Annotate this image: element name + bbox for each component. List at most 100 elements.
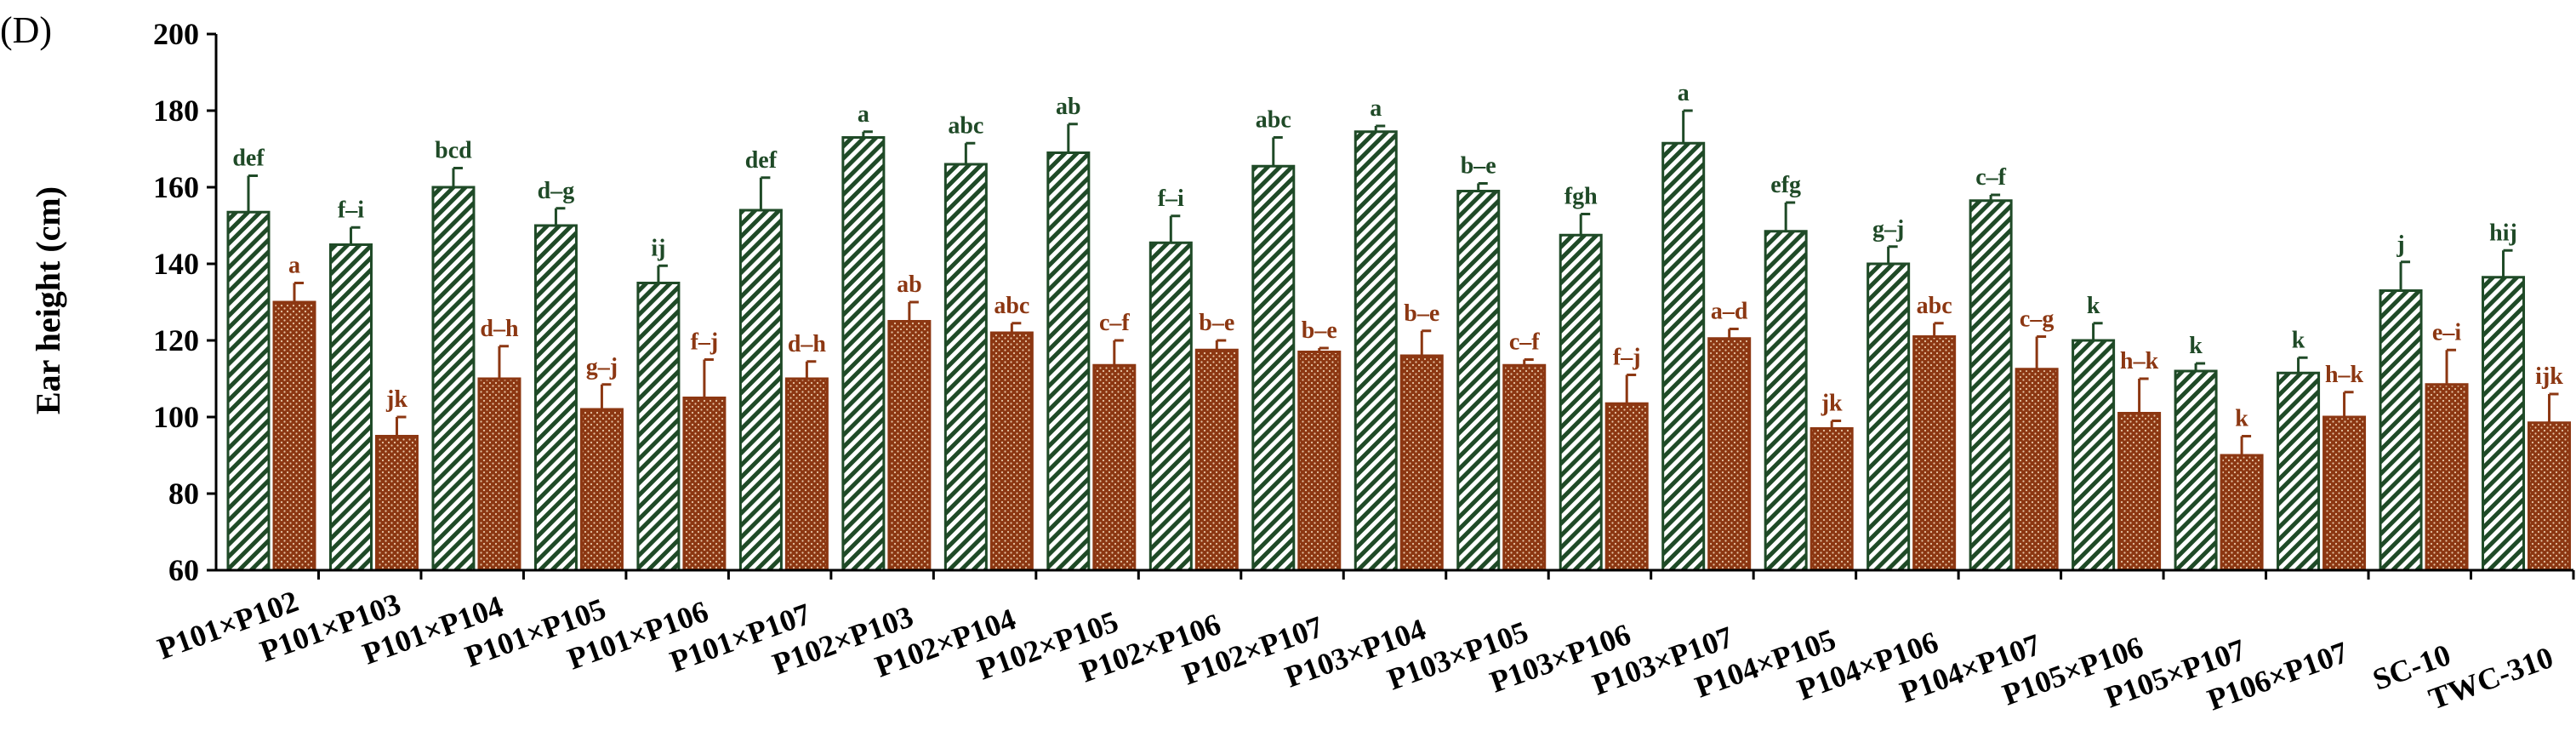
bar-a-21 (2379, 289, 2423, 572)
bar-b-22 (2528, 421, 2572, 572)
significance-letter-b-8: c–f (1099, 310, 1130, 336)
error-bar-b-22 (2548, 392, 2559, 423)
bar-b-16 (1912, 335, 1957, 572)
bar-a-3 (533, 224, 578, 572)
significance-letter-b-22: ijk (2535, 363, 2563, 390)
error-bar-b-16 (1933, 322, 1944, 337)
significance-letter-a-6: a (858, 101, 869, 128)
bar-b-11 (1399, 354, 1444, 572)
y-tick-label: 100 (153, 400, 199, 434)
error-bar-a-18 (2092, 322, 2103, 340)
bar-b-2 (477, 377, 521, 572)
y-tick-label: 80 (168, 477, 199, 511)
y-tick-label: 140 (153, 247, 199, 281)
significance-letter-b-5: d–h (788, 331, 827, 357)
error-bar-a-6 (862, 130, 873, 138)
error-bar-a-21 (2399, 260, 2411, 291)
significance-letter-a-21: j (2396, 231, 2404, 258)
bar-b-18 (2117, 412, 2162, 572)
bar-b-4 (682, 397, 727, 572)
significance-letters: defaf–ijkbcdd–hd–gg–jijf–jdefd–haababcab… (232, 80, 2563, 432)
significance-letter-a-14: a (1678, 80, 1690, 106)
significance-letter-a-3: d–g (538, 178, 575, 204)
bar-a-18 (2072, 339, 2116, 572)
significance-letter-b-3: g–j (586, 354, 618, 380)
error-bar-b-9 (1215, 339, 1227, 351)
error-bar-a-9 (1169, 214, 1181, 243)
significance-letter-a-4: ij (651, 235, 665, 261)
error-bar-a-3 (554, 207, 566, 226)
y-tick-label: 200 (153, 17, 199, 51)
error-bars (247, 109, 2559, 455)
significance-letter-a-2: bcd (435, 138, 472, 164)
y-tick-label: 60 (168, 553, 199, 587)
significance-letter-b-11: b–e (1404, 300, 1439, 327)
significance-letter-b-6: ab (897, 271, 922, 298)
significance-letter-a-22: hij (2489, 220, 2517, 246)
significance-letter-b-0: a (288, 253, 300, 279)
error-bar-b-10 (1318, 346, 1329, 352)
bar-b-20 (2322, 415, 2367, 572)
bar-b-21 (2425, 383, 2469, 572)
error-bar-b-5 (805, 360, 817, 379)
error-bar-b-20 (2343, 391, 2354, 417)
significance-letter-a-5: def (745, 147, 778, 174)
significance-letter-b-7: abc (994, 293, 1029, 319)
bar-a-2 (431, 186, 476, 572)
bar-b-17 (2015, 368, 2059, 572)
significance-letter-a-1: f–i (338, 197, 364, 223)
error-bar-a-10 (1272, 136, 1283, 167)
y-axis-label: Ear height (cm) (29, 186, 67, 414)
error-bar-b-8 (1113, 339, 1124, 366)
significance-letter-a-7: abc (948, 112, 983, 139)
significance-letter-b-2: d–h (480, 316, 519, 342)
significance-letter-a-10: abc (1256, 107, 1291, 134)
error-bar-b-11 (1420, 329, 1432, 356)
bar-b-0 (272, 300, 316, 572)
error-bar-b-12 (1523, 358, 1534, 366)
error-bar-a-8 (1067, 123, 1078, 153)
error-bar-b-6 (908, 300, 919, 322)
error-bar-a-2 (452, 167, 463, 187)
error-bar-b-4 (703, 358, 714, 398)
significance-letter-a-0: def (232, 146, 265, 172)
bar-a-22 (2482, 276, 2526, 572)
bar-a-19 (2174, 369, 2218, 572)
significance-letter-b-1: jk (385, 386, 407, 413)
error-bar-a-13 (1579, 213, 1591, 236)
bar-b-9 (1194, 348, 1239, 572)
significance-letter-b-9: b–e (1199, 310, 1234, 336)
bar-a-7 (943, 163, 988, 572)
error-bar-a-14 (1682, 109, 1693, 144)
error-bar-a-20 (2297, 356, 2308, 374)
significance-letter-a-8: ab (1056, 94, 1081, 120)
error-bar-b-17 (2035, 335, 2047, 369)
bar-a-11 (1354, 130, 1398, 572)
significance-letter-a-16: g–j (1872, 216, 1904, 243)
y-tick-label: 180 (153, 94, 199, 128)
error-bar-a-17 (1989, 193, 2001, 201)
significance-letter-a-9: f–i (1158, 186, 1184, 212)
bar-a-12 (1456, 190, 1501, 572)
bar-b-19 (2220, 454, 2264, 572)
bar-a-5 (738, 209, 783, 572)
error-bar-a-4 (657, 264, 668, 283)
significance-letter-b-10: b–e (1302, 317, 1337, 344)
significance-letter-b-15: jk (1821, 391, 1843, 417)
bar-b-1 (374, 435, 419, 572)
error-bar-a-16 (1887, 245, 1898, 264)
significance-letter-b-4: f–j (691, 329, 719, 356)
bar-a-14 (1661, 141, 1706, 572)
significance-letter-b-21: e–i (2432, 319, 2461, 346)
bar-a-9 (1148, 241, 1193, 572)
bar-a-6 (841, 136, 886, 572)
panel-label: (D) (0, 9, 52, 51)
error-bar-b-1 (395, 415, 407, 437)
bar-a-17 (1969, 199, 2013, 572)
error-bar-b-21 (2445, 348, 2457, 385)
y-tick-label: 160 (153, 170, 199, 204)
error-bar-a-19 (2194, 362, 2206, 371)
bars (226, 130, 2572, 572)
error-bar-b-2 (498, 345, 509, 379)
significance-letter-a-13: fgh (1564, 184, 1598, 210)
